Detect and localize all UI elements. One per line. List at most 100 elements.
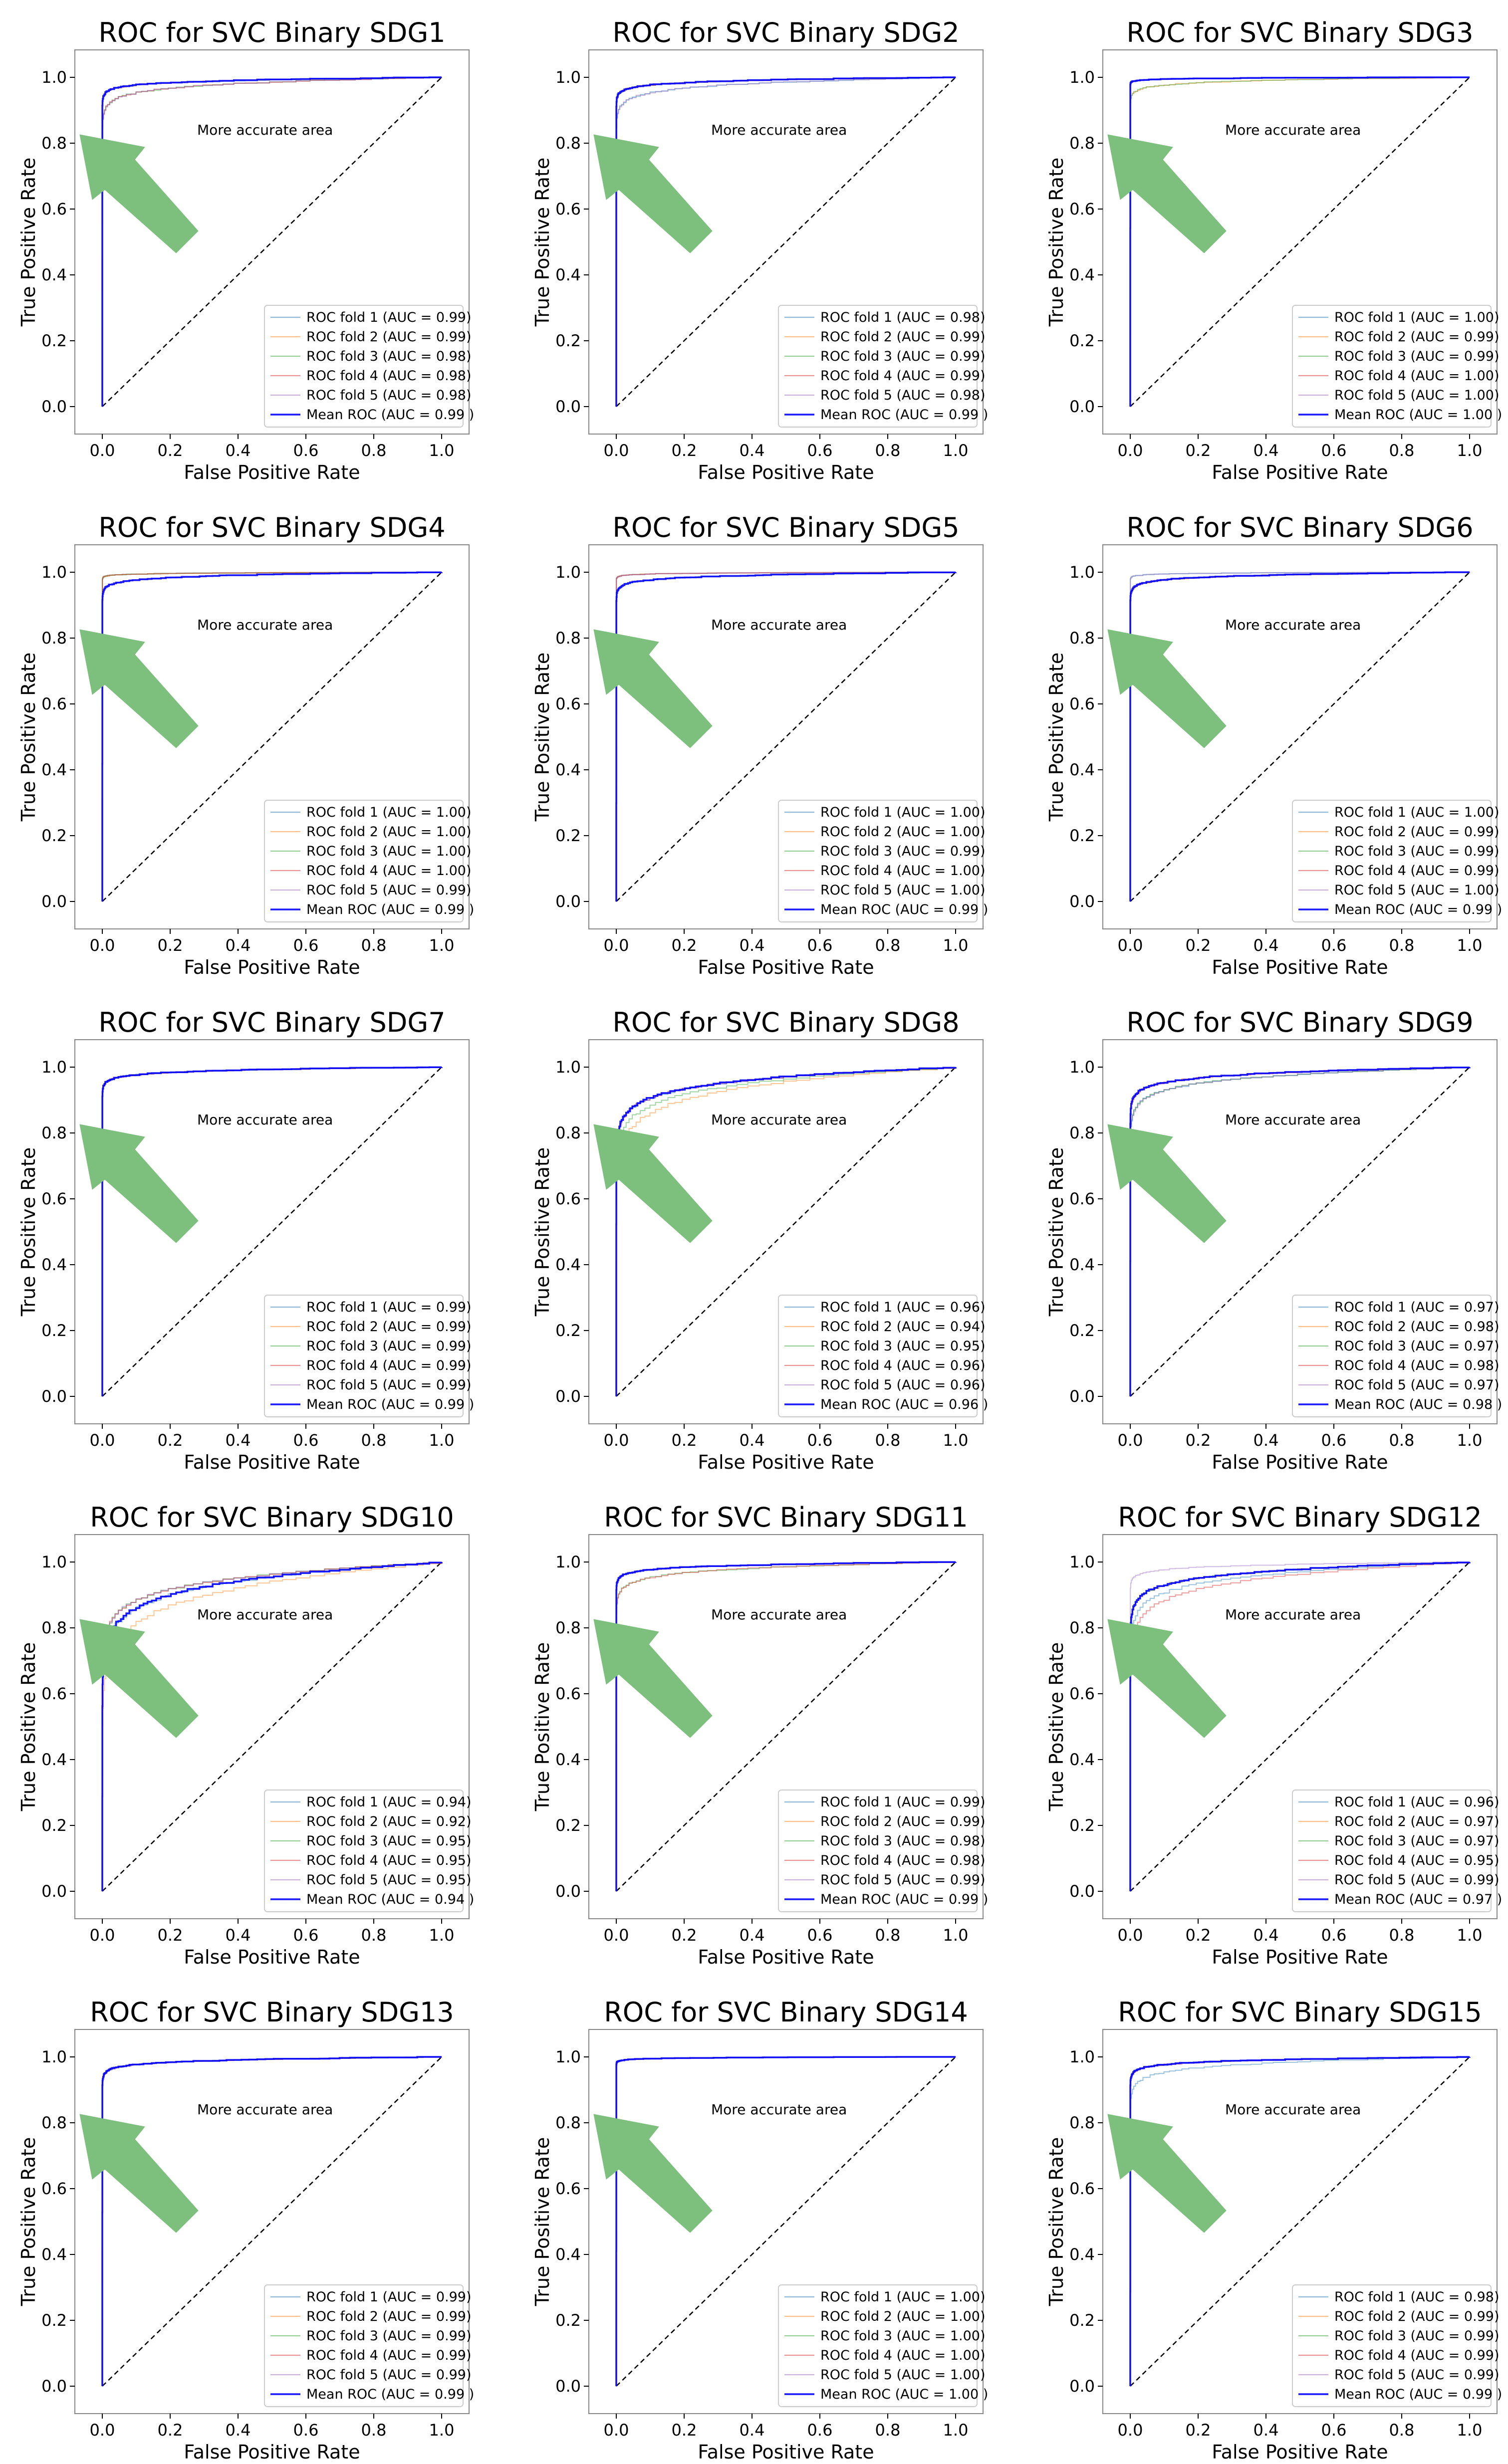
y-tick-label: 0.6 [1069, 2179, 1095, 2198]
plot-frame [588, 49, 984, 435]
legend-entry: ROC fold 3 (AUC = 0.99) [306, 2328, 472, 2344]
legend-entry: ROC fold 3 (AUC = 1.00) [820, 2328, 986, 2344]
y-tick-label: 0.4 [41, 265, 67, 284]
x-tick-label: 0.8 [1389, 936, 1415, 955]
legend-entry: ROC fold 5 (AUC = 0.99) [1334, 1872, 1500, 1888]
y-tick-label: 0.8 [555, 134, 581, 153]
y-tick-label: 1.0 [41, 2047, 67, 2066]
roc-fold-3-line [1130, 1067, 1470, 1396]
plot-frame [74, 49, 470, 435]
annotation-text: More accurate area [197, 2101, 333, 2118]
x-tick-label: 0.2 [1186, 441, 1211, 460]
annotation-arrow [593, 2114, 713, 2233]
x-axis-label: False Positive Rate [184, 461, 360, 483]
legend-entry: Mean ROC (AUC = 0.99 ) [820, 1892, 988, 1907]
legend-entry: ROC fold 5 (AUC = 1.00) [820, 883, 986, 898]
x-tick-label: 1.0 [943, 936, 969, 955]
y-tick-label: 0.6 [555, 200, 581, 219]
legend-entry: Mean ROC (AUC = 0.94 ) [306, 1892, 474, 1907]
panel-title: ROC for SVC Binary SDG8 [612, 1007, 959, 1038]
plot-frame [74, 2029, 470, 2414]
legend-entry: ROC fold 1 (AUC = 0.99) [306, 310, 472, 325]
y-axis-label: True Positive Rate [531, 1642, 553, 1812]
x-axis-label: False Positive Rate [698, 461, 874, 483]
annotation-arrow [1107, 629, 1227, 748]
y-tick-label: 1.0 [41, 563, 67, 582]
y-tick-label: 0.4 [555, 2245, 581, 2264]
x-tick-label: 0.0 [1118, 441, 1143, 460]
legend-entry: ROC fold 2 (AUC = 0.99) [820, 1814, 986, 1829]
legend-entry: ROC fold 3 (AUC = 0.98) [820, 1833, 986, 1849]
x-tick-label: 1.0 [429, 441, 455, 460]
legend-entry: ROC fold 4 (AUC = 0.95) [1334, 1853, 1500, 1868]
legend-entry: ROC fold 3 (AUC = 0.95) [820, 1339, 986, 1354]
annotation-text: More accurate area [197, 122, 333, 138]
x-tick-label: 0.4 [740, 2421, 765, 2440]
y-tick-label: 1.0 [555, 563, 581, 582]
legend-entry: ROC fold 1 (AUC = 0.97) [1334, 1300, 1500, 1315]
x-tick-label: 0.4 [740, 441, 765, 460]
x-tick-label: 0.8 [1389, 1926, 1415, 1945]
legend-entry: ROC fold 1 (AUC = 0.99) [306, 1300, 472, 1315]
y-tick-label: 0.4 [1069, 2245, 1095, 2264]
x-tick-label: 0.2 [1186, 1431, 1211, 1450]
x-tick-label: 0.2 [1186, 936, 1211, 955]
x-tick-label: 0.6 [293, 1926, 319, 1945]
plot-frame [588, 544, 984, 929]
y-tick-label: 0.2 [555, 826, 581, 845]
y-tick-label: 0.0 [1069, 892, 1095, 911]
chance-line [616, 1067, 956, 1397]
annotation-arrow [79, 134, 199, 253]
x-tick-label: 0.0 [90, 441, 115, 460]
x-tick-label: 1.0 [1457, 1926, 1483, 1945]
chance-line [102, 572, 442, 902]
panel-title: ROC for SVC Binary SDG7 [98, 1007, 445, 1038]
y-tick-label: 0.8 [1069, 134, 1095, 153]
x-tick-label: 0.4 [740, 936, 765, 955]
mean-roc-line [615, 2056, 956, 2386]
panel-title: ROC for SVC Binary SDG1 [98, 17, 445, 48]
y-axis-label: True Positive Rate [17, 158, 39, 327]
legend-entry: ROC fold 3 (AUC = 0.99) [306, 1339, 472, 1354]
y-tick-label: 0.6 [41, 2179, 67, 2198]
x-axis-label: False Positive Rate [184, 1451, 360, 1473]
legend-entry: Mean ROC (AUC = 0.99 ) [306, 2387, 474, 2402]
x-tick-label: 0.4 [226, 441, 251, 460]
x-tick-label: 0.0 [1118, 936, 1143, 955]
legend-entry: ROC fold 2 (AUC = 0.92) [306, 1814, 472, 1829]
y-tick-label: 0.6 [1069, 694, 1095, 713]
x-tick-label: 0.0 [604, 1431, 629, 1450]
x-tick-label: 0.4 [1254, 441, 1279, 460]
panel-title: ROC for SVC Binary SDG10 [90, 1502, 454, 1533]
chance-line [102, 1562, 442, 1892]
y-tick-label: 0.2 [555, 331, 581, 350]
chance-line [1130, 2056, 1470, 2387]
x-axis-label: False Positive Rate [1212, 956, 1388, 978]
y-tick-label: 0.0 [1069, 397, 1095, 416]
y-tick-label: 0.0 [1069, 1387, 1095, 1406]
mean-roc-line [1129, 571, 1470, 901]
y-tick-label: 0.2 [41, 331, 67, 350]
plot-frame [1102, 1039, 1498, 1424]
x-tick-label: 1.0 [1457, 936, 1483, 955]
y-tick-label: 0.4 [1069, 1750, 1095, 1769]
annotation-text: More accurate area [711, 2101, 847, 2118]
y-tick-label: 0.0 [555, 892, 581, 911]
x-axis-label: False Positive Rate [698, 2441, 874, 2463]
mean-roc-line [101, 2056, 442, 2386]
legend-entry: ROC fold 4 (AUC = 0.98) [1334, 1358, 1500, 1373]
y-tick-label: 0.6 [1069, 1684, 1095, 1703]
y-tick-label: 0.0 [41, 1387, 67, 1406]
annotation-text: More accurate area [1225, 617, 1361, 633]
x-tick-label: 1.0 [429, 936, 455, 955]
y-tick-label: 0.2 [555, 1816, 581, 1835]
plot-frame [74, 1534, 470, 1919]
roc-fold-1-line [1130, 2057, 1470, 2386]
y-tick-label: 1.0 [1069, 1553, 1095, 1571]
legend-entry: Mean ROC (AUC = 0.99 ) [306, 902, 474, 917]
roc-fold-4-line [616, 572, 956, 901]
mean-roc-line [615, 1067, 957, 1396]
panel-title: ROC for SVC Binary SDG2 [612, 17, 959, 48]
x-tick-label: 0.6 [293, 1431, 319, 1450]
